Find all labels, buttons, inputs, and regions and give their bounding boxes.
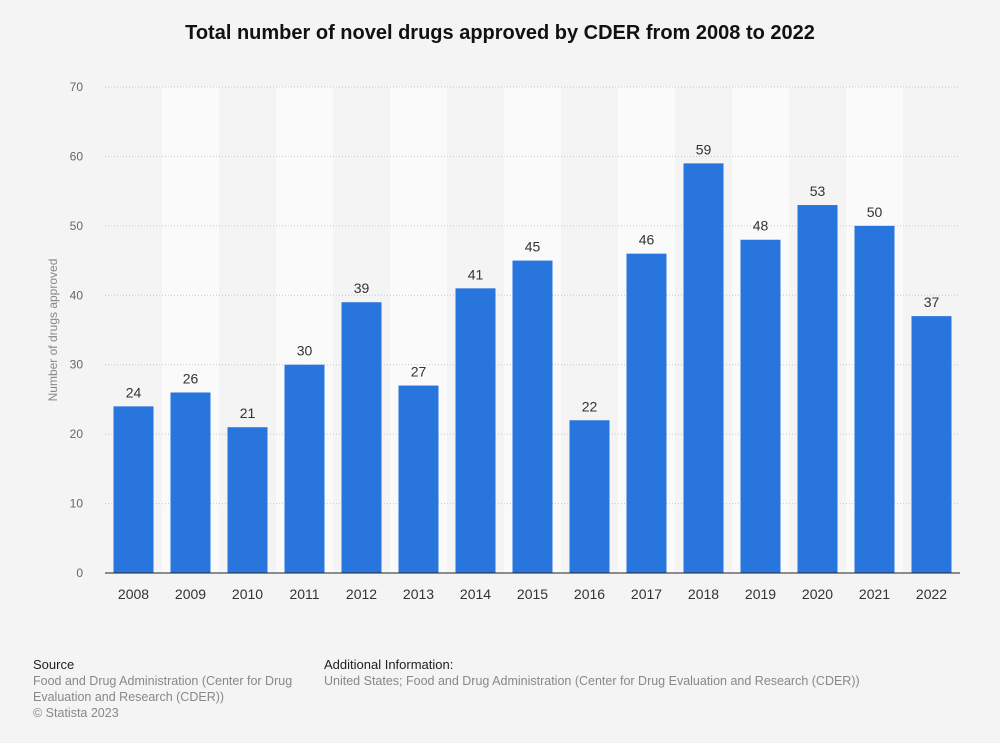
bar (683, 163, 724, 573)
x-tick-label: 2022 (916, 586, 947, 602)
x-tick-label: 2012 (346, 586, 377, 602)
y-axis-label: Number of drugs approved (46, 259, 60, 402)
bar (170, 392, 211, 573)
data-label: 41 (468, 266, 484, 282)
bar-chart: 0 10 20 30 40 50 60 70 24 2008 26 2009 21 2010 30 2011 3… (46, 80, 960, 602)
bar (740, 239, 781, 573)
y-tick-label: 60 (70, 149, 84, 163)
data-label: 22 (582, 398, 598, 414)
additional-info-block: Additional Information: United States; F… (324, 657, 860, 689)
source-heading: Source (33, 657, 75, 672)
bar (797, 205, 838, 573)
x-tick-label: 2013 (403, 586, 434, 602)
data-label: 30 (297, 343, 313, 359)
bar (455, 288, 496, 573)
bar (626, 253, 667, 573)
bar (569, 420, 610, 573)
x-tick-label: 2008 (118, 586, 149, 602)
data-label: 48 (753, 218, 769, 234)
source-block: Source Food and Drug Administration (Cen… (33, 657, 292, 721)
x-tick-label: 2019 (745, 586, 776, 602)
bar (341, 302, 382, 573)
x-tick-label: 2017 (631, 586, 662, 602)
data-label: 39 (354, 280, 370, 296)
data-label: 46 (639, 232, 655, 248)
y-tick-label: 0 (76, 566, 83, 580)
info-heading: Additional Information: (324, 657, 454, 672)
x-tick-label: 2014 (460, 586, 491, 602)
bar (854, 225, 895, 573)
data-label: 24 (126, 384, 142, 400)
chart-title: Total number of novel drugs approved by … (185, 22, 815, 44)
bar (113, 406, 154, 573)
x-tick-label: 2010 (232, 586, 263, 602)
bar (284, 364, 325, 573)
x-tick-label: 2021 (859, 586, 890, 602)
data-label: 50 (867, 204, 883, 220)
bar (227, 427, 268, 573)
info-text: United States; Food and Drug Administrat… (324, 674, 860, 688)
y-tick-label: 30 (70, 358, 84, 372)
x-tick-label: 2009 (175, 586, 206, 602)
data-label: 53 (810, 183, 826, 199)
bar (398, 385, 439, 573)
source-line: Evaluation and Research (CDER)) (33, 690, 225, 704)
bar (512, 260, 553, 573)
data-label: 27 (411, 364, 427, 380)
x-tick-label: 2011 (289, 586, 319, 602)
x-tick-label: 2020 (802, 586, 833, 602)
y-tick-label: 20 (70, 427, 84, 441)
data-label: 37 (924, 294, 940, 310)
x-tick-label: 2015 (517, 586, 548, 602)
data-label: 26 (183, 370, 199, 386)
y-tick-label: 70 (70, 80, 84, 94)
data-label: 45 (525, 239, 541, 255)
y-tick-label: 50 (70, 219, 84, 233)
data-label: 21 (240, 405, 256, 421)
source-line: Food and Drug Administration (Center for… (33, 674, 293, 688)
y-tick-label: 10 (70, 497, 84, 511)
copyright: © Statista 2023 (33, 706, 119, 720)
y-tick-label: 40 (70, 288, 84, 302)
x-tick-label: 2016 (574, 586, 605, 602)
bar (911, 316, 952, 573)
x-tick-label: 2018 (688, 586, 719, 602)
data-label: 59 (696, 141, 712, 157)
